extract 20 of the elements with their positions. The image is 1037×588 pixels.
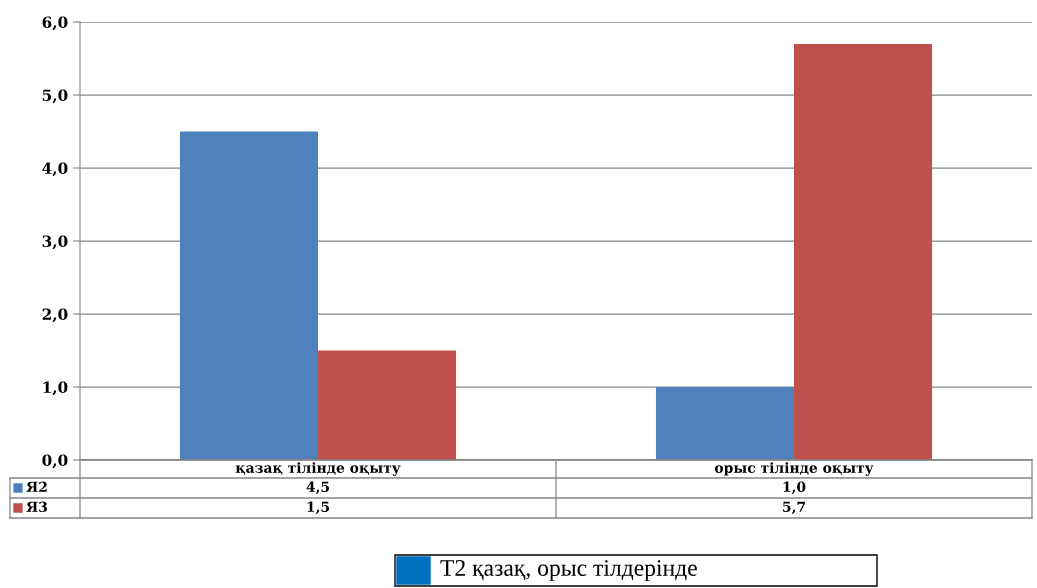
text: Т2 қазақ, орыс тілдерінде xyxy=(440,560,697,581)
bar xyxy=(655,387,794,460)
data-label: 1,5 xyxy=(307,501,330,515)
bar xyxy=(179,131,318,460)
data-label: 4,5 xyxy=(306,481,330,495)
x-tick-label: қазақ тілінде оқыту xyxy=(235,462,401,476)
legend-label: Я3 xyxy=(26,501,48,513)
legend-label: Я2 xyxy=(26,481,47,492)
bar xyxy=(318,350,457,460)
y-tick-label: 2,0 xyxy=(42,308,68,323)
bar xyxy=(794,43,933,460)
y-tick-label: 0,0 xyxy=(42,454,68,469)
y-tick-label: 1,0 xyxy=(43,381,68,396)
x-tick-label: орыс тілінде оқыту xyxy=(714,462,874,476)
data-label: 1,0 xyxy=(783,481,806,495)
y-tick-label: 4,0 xyxy=(42,162,68,177)
y-tick-label: 6,0 xyxy=(42,16,68,31)
data-label: 5,7 xyxy=(783,501,805,515)
y-tick-label: 3,0 xyxy=(42,235,68,250)
y-tick-label: 5,0 xyxy=(42,89,68,104)
